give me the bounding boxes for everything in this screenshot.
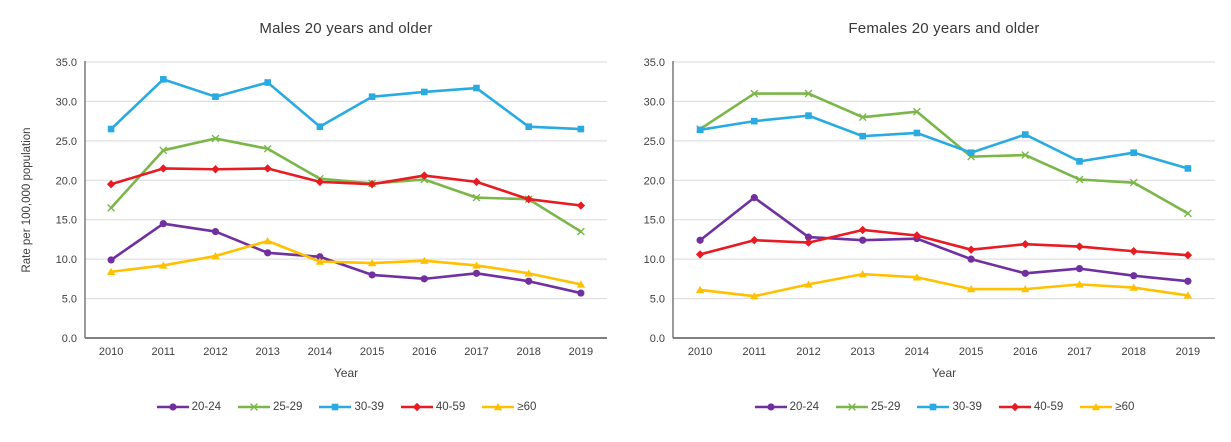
series-0-line: [696, 194, 1192, 285]
svg-text:20.0: 20.0: [56, 175, 77, 187]
legend-label: 25-29: [273, 401, 303, 413]
legend-item-1: 25-29: [835, 401, 900, 413]
svg-text:2011: 2011: [151, 346, 175, 358]
y-tick-labels: 0.0 5.0 10.0 15.0 20.0 25.0 30.0 35.0: [644, 57, 665, 345]
svg-text:2016: 2016: [412, 346, 436, 358]
legend-label: 20-24: [191, 401, 222, 413]
legend-marker-icon: [400, 402, 433, 412]
svg-text:2011: 2011: [742, 346, 766, 358]
series-1-line: [696, 89, 1192, 218]
svg-text:2015: 2015: [360, 346, 384, 358]
chart-males: Males 20 years and older Rate per 100,00…: [0, 0, 615, 442]
legend-item-3: 40-59: [998, 401, 1063, 413]
svg-text:10.0: 10.0: [644, 254, 665, 266]
svg-text:5.0: 5.0: [62, 294, 77, 306]
legend-label: ≥60: [517, 401, 537, 413]
svg-text:2019: 2019: [1176, 346, 1200, 358]
series-4-line: [106, 237, 586, 288]
legend-item-4: ≥60: [481, 401, 536, 413]
legend-item-2: 30-39: [318, 401, 384, 413]
svg-text:2012: 2012: [796, 346, 820, 358]
svg-text:10.0: 10.0: [56, 254, 77, 266]
svg-text:0.0: 0.0: [650, 333, 665, 345]
svg-text:2013: 2013: [850, 346, 874, 358]
legend-label: 30-39: [952, 401, 982, 413]
legend-marker-icon: [482, 403, 515, 411]
chart-females: Females 20 years and older 0.0 5.0 10.0 15.…: [615, 0, 1231, 442]
svg-text:25.0: 25.0: [644, 136, 665, 148]
legend-marker-icon: [1080, 403, 1113, 411]
svg-text:5.0: 5.0: [650, 294, 665, 306]
legend-males: 20-24 25-29 30-39 40-59 ≥60: [85, 401, 607, 413]
legend-marker-icon: [156, 403, 189, 411]
svg-text:2018: 2018: [1121, 346, 1145, 358]
axes: [672, 61, 1215, 339]
series-4-line: [695, 270, 1193, 300]
svg-text:2017: 2017: [1067, 346, 1091, 358]
x-tick-labels: 2010 2011 2012 2013 2014 2015 2016 2017 2018 2019: [688, 346, 1200, 358]
svg-text:2013: 2013: [255, 346, 279, 358]
x-axis-label-males: Year: [333, 366, 359, 380]
legend-label: ≥60: [1115, 401, 1135, 413]
svg-text:25.0: 25.0: [56, 136, 77, 148]
legend-label: 40-59: [1033, 401, 1064, 413]
svg-text:2015: 2015: [959, 346, 983, 358]
legend-item-0: 20-24: [754, 401, 819, 413]
legend-item-4: ≥60: [1079, 401, 1134, 413]
svg-text:2014: 2014: [308, 346, 332, 358]
svg-text:2019: 2019: [569, 346, 593, 358]
svg-text:2012: 2012: [203, 346, 227, 358]
svg-text:35.0: 35.0: [56, 57, 77, 69]
x-axis-label-females: Year: [931, 366, 957, 380]
svg-text:2014: 2014: [905, 346, 929, 358]
series-2-line: [107, 76, 585, 133]
legend-marker-icon: [998, 402, 1031, 412]
svg-text:2016: 2016: [1013, 346, 1037, 358]
chart-title-males: Males 20 years and older: [259, 20, 433, 37]
svg-text:2018: 2018: [516, 346, 540, 358]
legend-label: 40-59: [435, 401, 466, 413]
svg-text:2017: 2017: [464, 346, 488, 358]
legend-label: 20-24: [789, 401, 820, 413]
y-tick-labels: 0.0 5.0 10.0 15.0 20.0 25.0 30.0 35.0: [56, 57, 77, 345]
legend-item-1: 25-29: [237, 401, 302, 413]
gridlines: [673, 61, 1215, 300]
svg-text:30.0: 30.0: [56, 96, 77, 108]
svg-text:30.0: 30.0: [644, 96, 665, 108]
svg-text:15.0: 15.0: [56, 215, 77, 227]
x-tick-labels: 2010 2011 2012 2013 2014 2015 2016 2017 2018 2019: [99, 346, 593, 358]
chart-title-females: Females 20 years and older: [848, 20, 1040, 37]
axes: [84, 61, 607, 339]
legend-label: 30-39: [354, 401, 384, 413]
series-0-line: [107, 220, 585, 297]
legend-label: 25-29: [871, 401, 901, 413]
svg-text:0.0: 0.0: [62, 333, 77, 345]
legend-marker-icon: [754, 403, 787, 411]
legend-females: 20-24 25-29 30-39 40-59 ≥60: [673, 401, 1215, 413]
legend-item-2: 30-39: [916, 401, 982, 413]
svg-text:2010: 2010: [99, 346, 123, 358]
svg-text:2010: 2010: [688, 346, 712, 358]
legend-marker-icon: [238, 403, 271, 411]
legend-item-3: 40-59: [400, 401, 465, 413]
svg-text:15.0: 15.0: [644, 215, 665, 227]
svg-text:35.0: 35.0: [644, 57, 665, 69]
legend-marker-icon: [917, 403, 950, 411]
series-3-line: [106, 164, 586, 210]
series-2-line: [696, 112, 1192, 172]
series-3-line: [695, 225, 1193, 260]
legend-item-0: 20-24: [156, 401, 221, 413]
svg-text:20.0: 20.0: [644, 175, 665, 187]
legend-marker-icon: [319, 403, 352, 411]
legend-marker-icon: [836, 403, 869, 411]
